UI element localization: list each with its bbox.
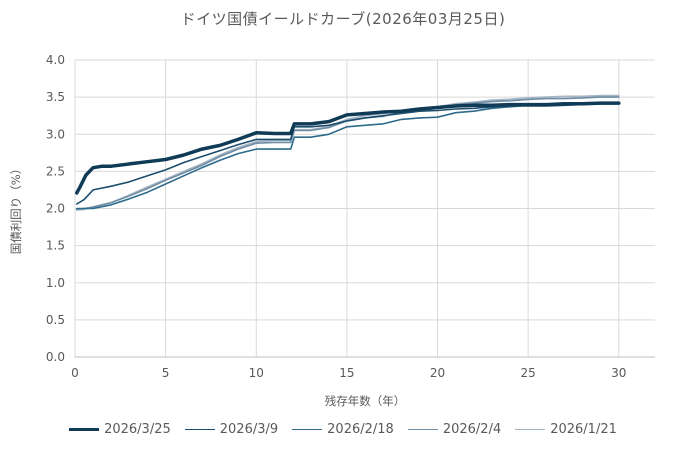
x-axis-label: 残存年数（年） [325, 394, 406, 408]
legend-swatch [407, 429, 438, 430]
y-tick-label: 2.5 [46, 164, 65, 178]
y-tick-label: 3.0 [46, 127, 65, 141]
legend-swatch [184, 429, 215, 430]
y-tick-label: 1.5 [46, 239, 65, 253]
x-tick-label: 5 [162, 366, 170, 380]
x-tick-label: 10 [249, 366, 264, 380]
legend-item: 2026/3/25 [69, 422, 171, 437]
legend-label: 2026/3/25 [104, 422, 171, 437]
x-tick-label: 20 [430, 366, 445, 380]
chart-legend: 2026/3/25 2026/3/9 2026/2/18 2026/2/4 2026/1… [0, 422, 686, 437]
x-tick-label: 25 [520, 366, 535, 380]
x-tick-label: 15 [339, 366, 354, 380]
legend-swatch [292, 429, 323, 430]
y-tick-label: 4.0 [46, 53, 65, 67]
chart-title: ドイツ国債イールドカーブ(2026年03月25日) [180, 10, 506, 28]
legend-label: 2026/2/18 [327, 422, 394, 437]
legend-swatch [69, 428, 100, 431]
series-line-2026-3-25 [75, 101, 621, 195]
y-tick-label: 2.0 [46, 202, 65, 216]
y-tick-label: 3.5 [46, 90, 65, 104]
x-tick-label: 0 [71, 366, 79, 380]
series-line-2026-1-21 [75, 94, 620, 211]
legend-label: 2026/2/4 [442, 422, 502, 437]
legend-label: 2026/1/21 [550, 422, 617, 437]
legend-swatch [515, 429, 546, 430]
series-line-2026-2-4 [76, 96, 620, 210]
legend-label: 2026/3/9 [219, 422, 279, 437]
legend-item: 2026/2/4 [407, 422, 502, 437]
y-axis-label: 国債利回り（%） [9, 163, 23, 254]
legend-item: 2026/2/18 [292, 422, 394, 437]
y-tick-label: 1.0 [46, 276, 65, 290]
line-chart: 0.0 0.5 1.0 1.5 2.0 2.5 3.0 3.5 4.0 0 5 10 15 20 25 30 残… [9, 53, 655, 408]
legend-item: 2026/1/21 [515, 422, 617, 437]
legend-item: 2026/3/9 [184, 422, 279, 437]
y-tick-label: 0.0 [46, 350, 65, 364]
y-tick-label: 0.5 [46, 313, 65, 327]
x-tick-label: 30 [611, 366, 626, 380]
